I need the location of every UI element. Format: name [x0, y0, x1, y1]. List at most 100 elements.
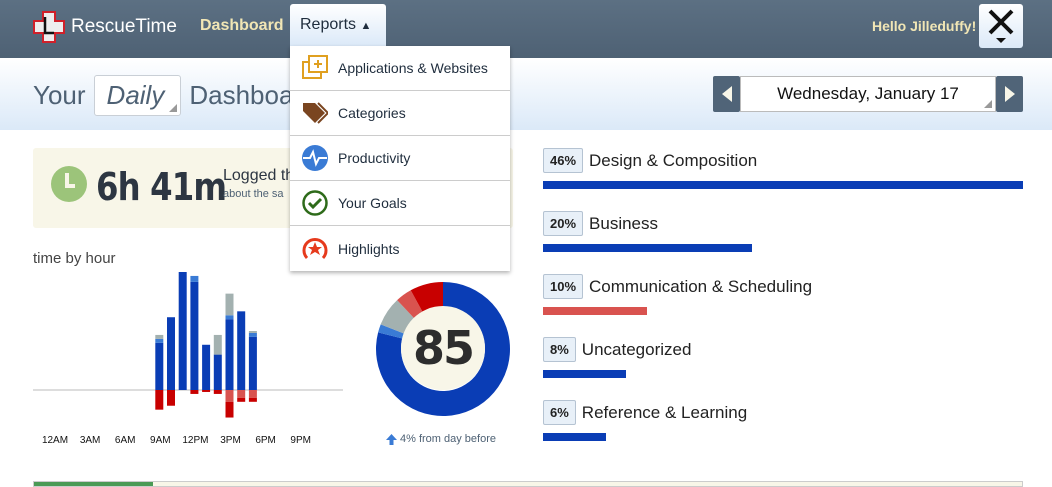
category-row[interactable]: 8% Uncategorized: [543, 337, 691, 378]
bar-productive: [248, 332, 257, 337]
category-percent: 46%: [543, 148, 584, 173]
bar-very_productive: [202, 344, 211, 390]
date-picker[interactable]: Wednesday, January 17: [740, 76, 996, 112]
bar-neutral: [248, 331, 257, 333]
category-percent: 8%: [543, 337, 576, 362]
check-icon: [302, 190, 328, 216]
bar-very_distracting: [190, 390, 199, 394]
reports-dropdown-menu: Applications & Websites Categories Produ…: [290, 46, 510, 271]
rescuetime-logo-icon: [33, 11, 65, 43]
bar-very_productive: [190, 281, 199, 390]
category-header: 6% Reference & Learning: [543, 400, 747, 425]
x-tick-label: 3PM: [220, 435, 241, 446]
bar-distracting: [248, 390, 257, 398]
bar-distracting: [237, 390, 246, 398]
x-tick-label: 3AM: [80, 435, 101, 446]
bar-very_distracting: [225, 401, 234, 418]
bar-very_productive: [225, 319, 234, 390]
tools-button[interactable]: [979, 4, 1023, 48]
nav-dashboard[interactable]: Dashboard: [200, 17, 284, 34]
menu-item-applications-websites[interactable]: Applications & Websites: [290, 46, 510, 91]
nav-reports[interactable]: Reports ▲: [290, 4, 386, 46]
category-header: 8% Uncategorized: [543, 337, 691, 362]
category-name: Business: [589, 213, 659, 233]
bar-very_productive: [213, 354, 222, 390]
greeting: Hello Jilleduffy!: [872, 18, 977, 34]
menu-item-label: Productivity: [338, 150, 411, 166]
logo[interactable]: RescueTime: [33, 11, 177, 43]
dropdown-corner-icon: [169, 104, 178, 112]
menu-item-categories[interactable]: Categories: [290, 91, 510, 136]
bar-distracting: [225, 390, 234, 402]
logo-text: RescueTime: [71, 16, 177, 37]
productivity-score: 85: [401, 306, 485, 390]
category-row[interactable]: 20% Business: [543, 211, 752, 252]
bar-very_distracting: [237, 397, 246, 402]
category-name: Uncategorized: [581, 339, 692, 359]
period-select[interactable]: Daily: [93, 75, 182, 116]
category-name: Communication & Scheduling: [589, 276, 813, 296]
bar-very_distracting: [167, 390, 175, 406]
clock-icon: [51, 166, 87, 202]
bar-very_distracting: [155, 390, 164, 410]
bar-very_distracting: [202, 390, 211, 392]
bar-productive: [155, 338, 164, 343]
category-bar: [543, 307, 648, 315]
caret-up-icon: ▲: [360, 20, 372, 32]
title-prefix: Your: [33, 80, 86, 110]
logged-time: 6h 41m: [96, 165, 227, 209]
tag-icon: [303, 102, 328, 124]
donut-segment: [410, 282, 443, 313]
category-header: 46% Design & Composition: [543, 148, 1023, 173]
date-navigator: Wednesday, January 17: [713, 76, 1023, 112]
logged-title: Logged th: [223, 167, 295, 184]
score-delta: 4% from day before: [386, 433, 496, 445]
pulse-icon: [302, 145, 328, 171]
donut-segment: [378, 324, 404, 339]
score-delta-text: 4% from day before: [400, 433, 496, 445]
page-title: Your Daily Dashboard: [33, 75, 317, 116]
x-tick-label: 6PM: [255, 435, 276, 446]
menu-item-label: Applications & Websites: [338, 60, 488, 76]
highlight-icon: [302, 237, 328, 259]
bar-neutral: [213, 334, 222, 355]
arrow-up-icon: [386, 433, 397, 445]
category-row[interactable]: 46% Design & Composition: [543, 148, 1023, 189]
bar-productive: [190, 275, 199, 282]
category-bar: [543, 244, 752, 252]
next-day-button[interactable]: [996, 76, 1023, 112]
prev-day-button[interactable]: [713, 76, 740, 112]
bar-very_productive: [155, 342, 164, 390]
bar-very_productive: [167, 317, 175, 390]
bar-productive: [225, 315, 234, 320]
category-header: 10% Communication & Scheduling: [543, 274, 812, 299]
bar-very_productive: [248, 336, 257, 390]
category-percent: 10%: [543, 274, 584, 299]
tools-icon: [988, 9, 1014, 43]
productivity-pulse-donut: [376, 282, 510, 416]
top-bar: [0, 0, 1052, 58]
bar-very_productive: [178, 272, 187, 390]
period-value: Daily: [106, 80, 165, 110]
menu-item-highlights[interactable]: Highlights: [290, 226, 510, 271]
date-value: Wednesday, January 17: [777, 84, 959, 103]
category-bar: [543, 433, 606, 441]
category-percent: 20%: [543, 211, 584, 236]
category-row[interactable]: 10% Communication & Scheduling: [543, 274, 812, 315]
menu-item-your-goals[interactable]: Your Goals: [290, 181, 510, 226]
dropdown-corner-icon: [984, 100, 992, 108]
menu-item-label: Your Goals: [338, 195, 407, 211]
bar-very_distracting: [248, 397, 257, 402]
menu-item-productivity[interactable]: Productivity: [290, 136, 510, 181]
arrow-right-icon: [1004, 86, 1015, 102]
goal-progress-bar: [33, 481, 1023, 487]
category-bar: [543, 370, 627, 378]
time-by-hour-chart: 12AM 3AM 6AM 9AM 12PM 3PM 6PM 9PM: [33, 272, 343, 446]
menu-item-label: Categories: [338, 105, 406, 121]
x-tick-label: 9PM: [290, 435, 311, 446]
category-name: Reference & Learning: [581, 402, 748, 422]
logged-subtitle: about the sa: [223, 188, 284, 200]
donut-segment: [376, 282, 510, 416]
category-row[interactable]: 6% Reference & Learning: [543, 400, 747, 441]
bar-neutral: [225, 293, 234, 316]
